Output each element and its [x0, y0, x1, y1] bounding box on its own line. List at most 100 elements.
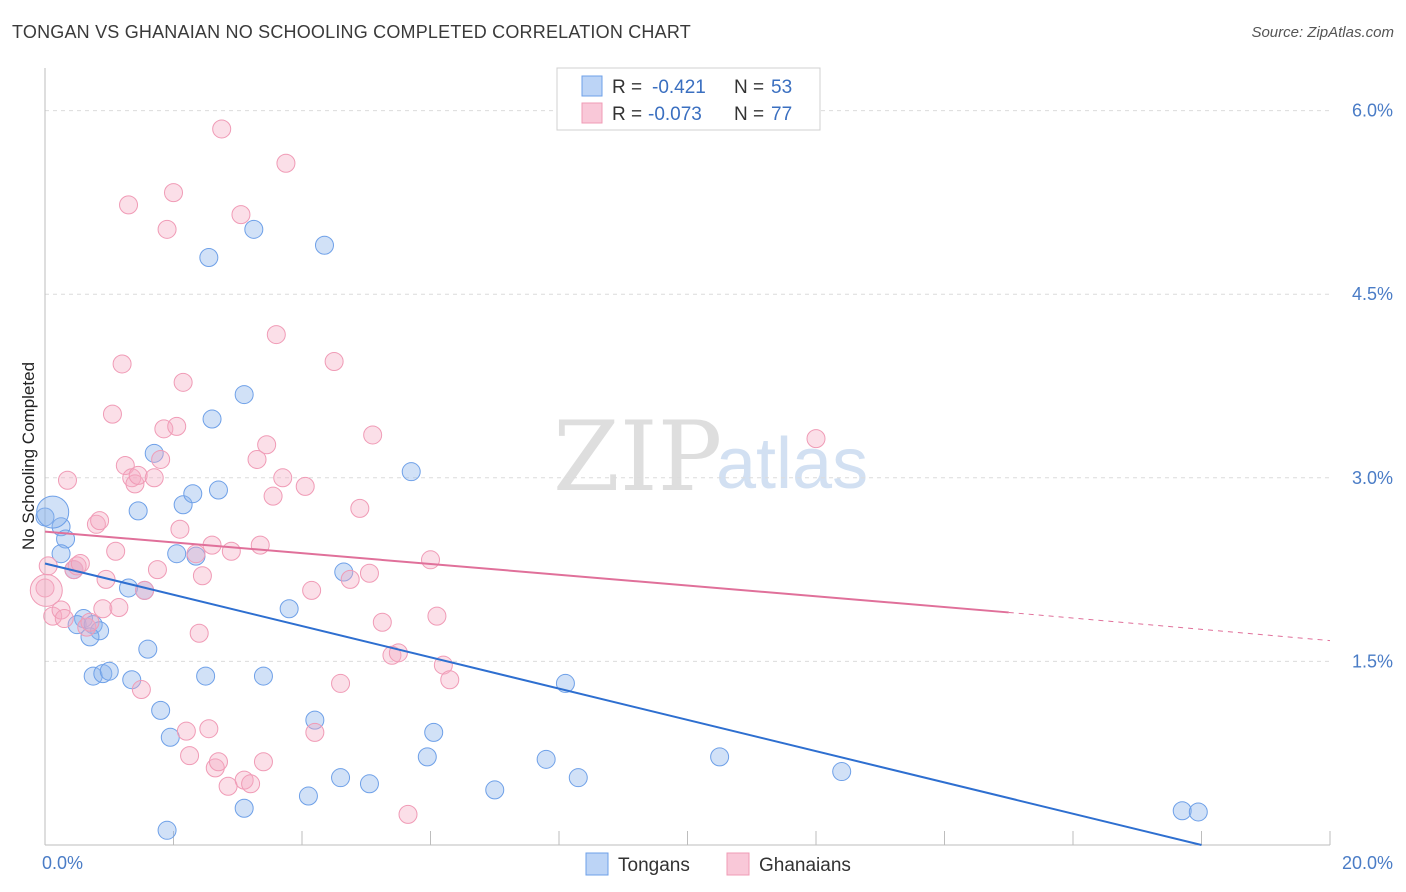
ghanaian-point [147, 560, 167, 580]
y-tick-label: 1.5% [1352, 651, 1393, 671]
x-tick-label: 20.0% [1342, 853, 1393, 873]
ghanaian-point [263, 486, 283, 506]
tongan-point [167, 544, 187, 564]
bottom-legend-swatch-tongans [585, 852, 609, 876]
ghanaian-point [388, 643, 408, 663]
tongan-point [234, 798, 254, 818]
ghanaian-point [421, 550, 440, 570]
ghanaian-point [112, 354, 132, 374]
legend-r-value-tongans: -0.421 [652, 77, 706, 98]
tongan-point [173, 495, 193, 515]
tongan-point [401, 462, 421, 482]
ghanaian-point [253, 752, 273, 772]
y-axis-label: No Schooling Completed [19, 362, 38, 550]
ghanaian-point [359, 563, 379, 583]
ghanaian-point [128, 465, 148, 485]
x-tick-label: 0.0% [42, 853, 83, 873]
tongan-point [417, 747, 437, 767]
chart-title: TONGAN VS GHANAIAN NO SCHOOLING COMPLETE… [12, 22, 691, 42]
ghanaian-point [350, 498, 370, 518]
ghanaian-point [35, 578, 55, 598]
tongan-point [253, 666, 273, 686]
legend-n-label: N = [734, 77, 764, 98]
tongan-point [314, 235, 334, 255]
tongan-point [568, 768, 588, 788]
legend-n-value-tongans: 53 [771, 77, 792, 98]
ghanaian-point [170, 519, 190, 539]
ghanaian-point [135, 580, 155, 600]
ghanaian-point [186, 544, 206, 564]
ghanaian-point [173, 372, 193, 392]
ghanaian-point [212, 119, 232, 139]
ghanaian-point [398, 804, 418, 824]
ghanaian-point [273, 468, 293, 488]
tongan-point [99, 661, 119, 681]
axes: 1.5% 3.0% 4.5% 6.0% 0.0% 20.0% [42, 68, 1393, 873]
legend-swatch-tongans [581, 75, 603, 97]
ghanaian-point [205, 758, 225, 778]
ghanaian-point [234, 770, 254, 790]
ghanaian-point [218, 776, 238, 796]
tongan-point [279, 599, 299, 619]
source-label: Source: ZipAtlas.com [1251, 24, 1394, 41]
y-tick-label: 6.0% [1352, 101, 1393, 121]
watermark-zip: ZIP [553, 401, 722, 513]
ghanaian-point [247, 449, 267, 469]
data-points [29, 119, 1208, 840]
ghanaian-point [440, 670, 460, 690]
legend-r-label: R = [612, 77, 642, 98]
legend-r-value-ghanaians: -0.073 [648, 104, 702, 125]
tongan-point [1172, 801, 1192, 821]
tongan-point [196, 666, 216, 686]
tongan-point [244, 219, 264, 239]
ghanaian-point [157, 219, 177, 239]
watermark-atlas: atlas [716, 424, 868, 504]
tongan-point [832, 762, 852, 782]
tongan-point [334, 562, 354, 582]
ghanaian-point [372, 612, 392, 632]
ghanaian-point [276, 153, 296, 173]
ghanaian-point [266, 325, 286, 345]
ghanaian-point [231, 205, 251, 225]
ghanaian-point [86, 514, 106, 534]
tongan-point [555, 673, 575, 693]
tongan-point [36, 495, 70, 529]
ghanaian-point [106, 541, 126, 561]
tongan-point [234, 385, 254, 405]
ghanaian-point [180, 746, 200, 766]
tongan-point [157, 820, 177, 840]
ghanaian-point [363, 425, 383, 445]
ghanaian-point [80, 612, 100, 632]
ghanaian-trend-line [44, 530, 1009, 614]
series-legend: Tongans Ghanaians [585, 852, 851, 876]
tongan-point [536, 749, 556, 769]
tongan-point [51, 544, 71, 564]
ghanaian-point [257, 435, 277, 455]
ghanaian-point [295, 476, 315, 496]
bottom-legend-label-tongans: Tongans [618, 855, 690, 876]
tongan-point [128, 501, 148, 521]
ghanaian-point [192, 566, 212, 586]
tongan-point [1188, 802, 1208, 822]
ghanaian-point [189, 623, 209, 643]
bottom-legend-label-ghanaians: Ghanaians [759, 855, 851, 876]
ghanaian-point [324, 352, 344, 372]
tongan-point [485, 780, 505, 800]
tongan-trend-line [44, 562, 1202, 846]
ghanaian-point [29, 573, 63, 607]
tongan-point [424, 722, 444, 742]
grid [45, 110, 1330, 662]
ghanaian-point [54, 609, 74, 629]
ghanaian-point [144, 468, 164, 488]
tongan-point [151, 700, 171, 720]
ghanaian-point [331, 673, 351, 693]
tongan-point [138, 639, 158, 659]
ghanaian-trend-extension [1008, 611, 1331, 642]
trend-lines [44, 530, 1331, 846]
y-tick-label: 4.5% [1352, 284, 1393, 304]
stats-legend: R = -0.421 N = 53 R = -0.073 N = 77 [556, 67, 821, 131]
ghanaian-point [90, 511, 110, 531]
ghanaian-point [241, 774, 261, 794]
ghanaian-point [199, 719, 219, 739]
